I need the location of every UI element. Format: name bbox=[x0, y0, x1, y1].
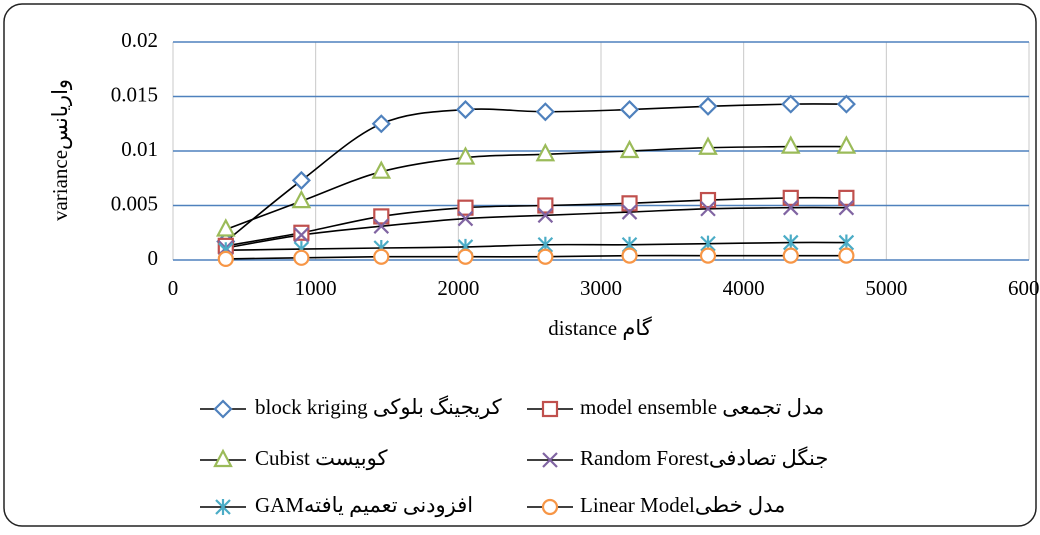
y-axis-label: varianceواریانس bbox=[48, 79, 73, 221]
data-point bbox=[373, 248, 390, 265]
legend-marker bbox=[541, 498, 559, 516]
data-point bbox=[457, 210, 474, 227]
data-point bbox=[537, 197, 554, 214]
data-point bbox=[699, 191, 717, 209]
data-point bbox=[619, 100, 640, 120]
data-point bbox=[782, 189, 799, 206]
data-point bbox=[293, 249, 310, 266]
x-tick-label: 3000 bbox=[580, 276, 622, 300]
data-point bbox=[838, 199, 855, 216]
legend-label: block kriging کریجینگ بلوکی bbox=[255, 395, 502, 420]
data-point bbox=[291, 170, 311, 190]
data-point bbox=[537, 248, 554, 265]
legend-marker bbox=[213, 448, 233, 468]
data-point bbox=[621, 195, 638, 212]
data-point bbox=[782, 247, 799, 264]
data-point bbox=[698, 96, 718, 116]
data-point bbox=[371, 160, 392, 179]
data-point bbox=[699, 247, 717, 264]
data-point bbox=[781, 94, 801, 114]
data-point bbox=[780, 135, 801, 154]
data-point bbox=[836, 135, 857, 154]
data-point bbox=[293, 227, 310, 243]
x-tick-label: 1000 bbox=[295, 276, 337, 300]
data-point bbox=[698, 136, 718, 155]
legend-label: Random Forestجنگل تصادفی bbox=[580, 446, 828, 470]
data-point bbox=[215, 218, 236, 237]
x-tick-label: 4000 bbox=[723, 276, 765, 300]
data-point bbox=[700, 200, 716, 217]
y-tick-label: 0.02 bbox=[121, 28, 158, 52]
data-point bbox=[782, 199, 799, 216]
data-point bbox=[535, 102, 555, 122]
data-point bbox=[373, 218, 390, 234]
legend-label: Linear Modelمدل خطی bbox=[580, 493, 785, 517]
data-point bbox=[217, 250, 234, 268]
legend-marker bbox=[215, 499, 231, 515]
x-axis-label: distance گام bbox=[548, 316, 651, 341]
data-point bbox=[457, 199, 474, 216]
legend-marker bbox=[213, 399, 233, 419]
legend-marker bbox=[541, 400, 559, 418]
legend-label: Cubist کوبیست bbox=[255, 446, 388, 471]
data-point bbox=[455, 100, 476, 120]
data-point bbox=[621, 204, 638, 220]
data-point bbox=[619, 139, 640, 159]
data-point bbox=[621, 247, 638, 264]
legend-marker bbox=[542, 452, 558, 468]
legend-label: GAMافزودنی تعمیم یافته bbox=[255, 493, 473, 518]
x-tick-label: 2000 bbox=[437, 276, 479, 300]
data-point bbox=[457, 248, 474, 265]
data-point bbox=[455, 146, 476, 165]
y-tick-label: 0.015 bbox=[111, 82, 158, 106]
data-point bbox=[371, 114, 391, 134]
legend-label: model ensemble مدل تجمعی bbox=[580, 395, 824, 419]
data-point bbox=[293, 224, 310, 241]
data-point bbox=[373, 208, 390, 225]
y-tick-label: 0.01 bbox=[121, 137, 158, 161]
chart-frame bbox=[3, 3, 1037, 527]
data-point bbox=[836, 94, 856, 114]
data-point bbox=[291, 189, 312, 209]
data-point bbox=[838, 189, 855, 206]
data-point bbox=[838, 247, 855, 264]
data-point bbox=[535, 142, 556, 162]
x-tick-label: 5000 bbox=[865, 276, 907, 300]
x-tick-label: 0 bbox=[168, 276, 179, 300]
y-tick-label: 0.005 bbox=[111, 191, 158, 215]
y-tick-label: 0 bbox=[148, 246, 159, 270]
data-point bbox=[537, 207, 554, 224]
